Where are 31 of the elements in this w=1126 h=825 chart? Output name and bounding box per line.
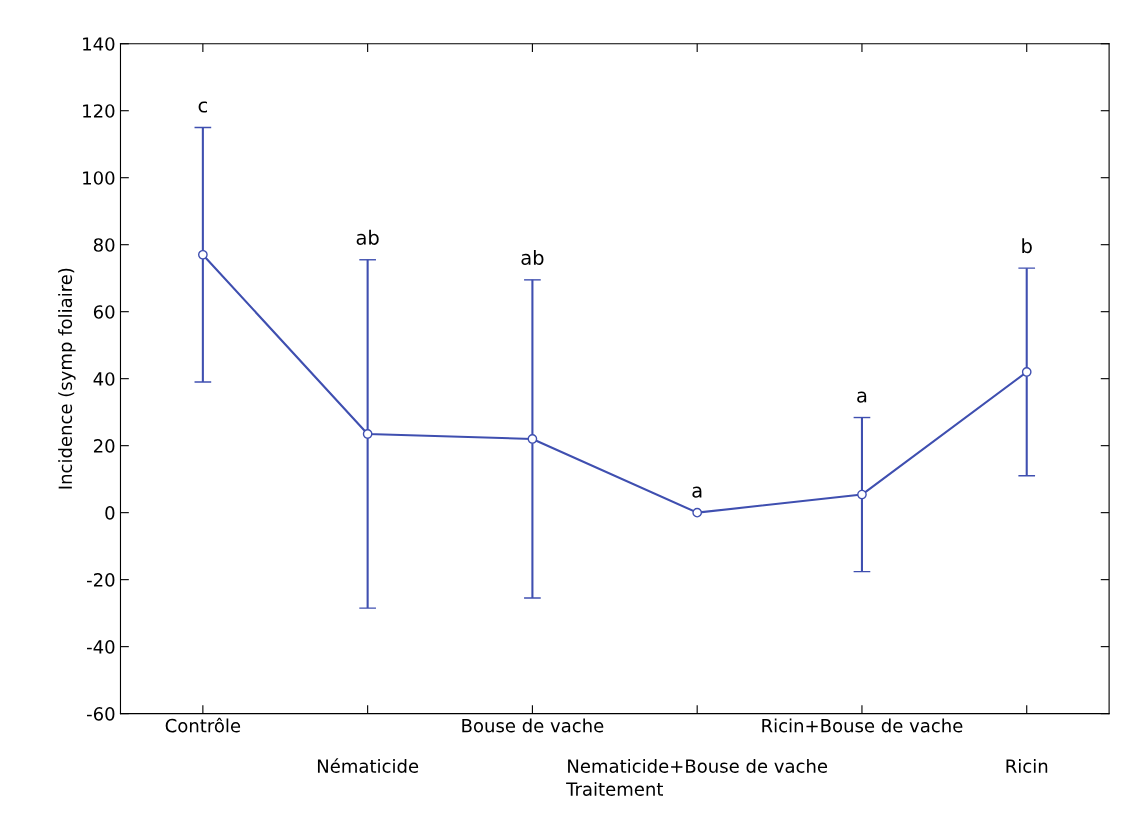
x-axis-title: Traitement: [566, 781, 663, 796]
x-tick-label: Nematicide+Bouse de vache: [568, 758, 828, 773]
annotation: a: [692, 486, 702, 498]
point: [1021, 367, 1032, 377]
y-tick-label: 60: [93, 305, 115, 319]
y-tick-label: -40: [87, 640, 115, 654]
point: [198, 249, 208, 260]
x-tick-label: Ricin+Bouse de vache: [762, 718, 963, 733]
x-tick-label: Nématicide: [317, 758, 419, 773]
y-tick-label: 0: [105, 506, 115, 520]
y-axis-title: Incidence (symp foliaire): [58, 268, 76, 489]
annotation: c: [198, 101, 208, 113]
point: [527, 434, 538, 444]
annotation: b: [1022, 238, 1032, 254]
y-tick-label: 40: [93, 372, 115, 386]
y-tick-label: -60: [87, 707, 115, 721]
point: [692, 507, 703, 518]
y-tick-label: -20: [87, 573, 115, 587]
y-tick-label: 80: [93, 238, 115, 252]
y-tick-label: 20: [93, 439, 115, 453]
annotation: a: [857, 391, 867, 403]
y-tick-label: 120: [83, 104, 115, 118]
point: [857, 489, 867, 500]
y-tick-label: 100: [83, 171, 115, 185]
annotation: ab: [521, 249, 544, 265]
x-tick-label: Bouse de vache: [462, 718, 604, 733]
x-tick-label: Contrôle: [165, 717, 241, 733]
y-tick-label: 140: [83, 37, 115, 51]
x-tick-label: Ricin: [1006, 758, 1048, 773]
point: [362, 429, 373, 439]
annotation: ab: [356, 229, 379, 245]
